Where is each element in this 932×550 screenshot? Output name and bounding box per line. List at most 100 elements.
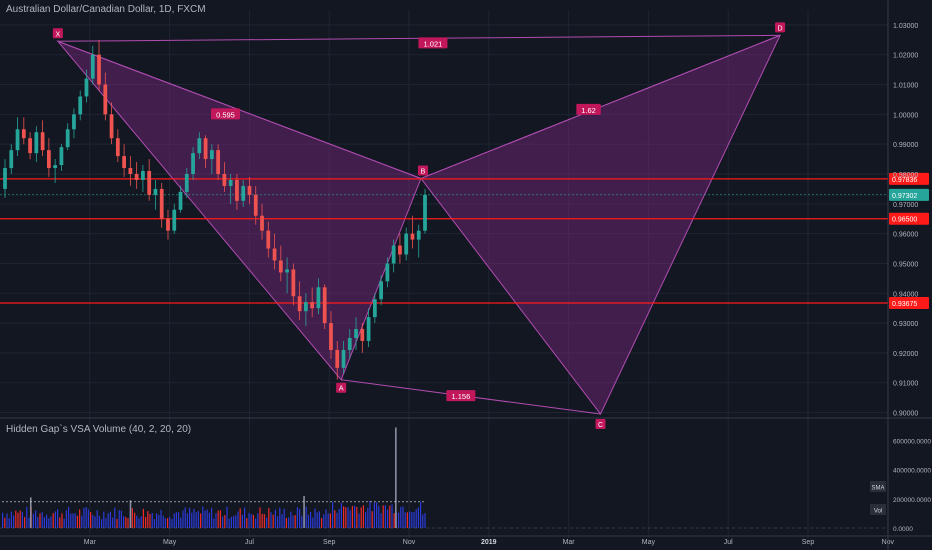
candle-body: [90, 54, 95, 79]
candle-body: [316, 287, 321, 309]
candle-body: [385, 263, 390, 282]
volume-bar: [219, 510, 221, 528]
volume-bar: [37, 517, 39, 528]
x-tick-label: May: [163, 539, 177, 546]
volume-bar: [68, 506, 70, 528]
pattern-point-tag: [336, 382, 347, 393]
candle-body: [391, 245, 396, 264]
y-tick-label: 1.02000: [893, 53, 918, 60]
volume-bar: [422, 514, 424, 528]
candle-body: [40, 132, 45, 151]
candle-body: [209, 150, 214, 160]
y-tick-label: 0.91000: [893, 381, 918, 388]
volume-badge-label: Vol: [874, 509, 882, 515]
candle-body: [278, 260, 283, 273]
candle-body: [115, 138, 120, 157]
price-level-tag: [889, 296, 929, 309]
candle-body: [304, 302, 308, 312]
volume-bar: [274, 509, 276, 528]
candle-body: [172, 209, 177, 231]
volume-bar: [13, 515, 15, 528]
chart-title: Australian Dollar/Canadian Dollar, 1D, F…: [6, 4, 206, 15]
volume-bar: [193, 508, 195, 528]
volume-bar: [74, 513, 76, 528]
volume-series: [0, 427, 888, 529]
volume-bar: [98, 515, 100, 528]
volume-y-tick-label: 400000.0000: [893, 468, 931, 475]
candle-body: [285, 269, 289, 273]
volume-bar: [162, 515, 164, 528]
volume-bar: [189, 507, 191, 528]
volume-bar: [415, 509, 417, 528]
volume-bar: [21, 511, 23, 528]
pattern-ratio-label: 1.62: [581, 106, 596, 115]
volume-bar: [10, 511, 12, 528]
volume-bar: [382, 505, 384, 528]
volume-y-tick-label: 600000.0000: [893, 439, 931, 446]
volume-bar: [24, 516, 26, 528]
volume-bar: [259, 507, 261, 528]
volume-bar: [294, 515, 296, 528]
volume-bar: [420, 501, 422, 528]
pattern-point-label: D: [778, 25, 783, 32]
y-tick-label: 0.95000: [893, 261, 918, 268]
volume-bar: [261, 513, 263, 528]
y-tick-label: 1.03000: [893, 23, 918, 30]
volume-bar: [244, 507, 246, 528]
volume-bar: [107, 513, 109, 528]
volume-bar: [384, 505, 386, 528]
candle-body: [416, 230, 421, 240]
volume-bar: [19, 510, 21, 528]
candle-body: [109, 114, 114, 139]
candle-body: [159, 188, 164, 219]
y-tick-label: 0.97000: [893, 202, 918, 209]
volume-bar: [140, 516, 142, 528]
volume-bar: [120, 510, 122, 528]
volume-bar: [301, 515, 303, 528]
volume-bar: [224, 515, 226, 528]
candle-body: [166, 218, 170, 231]
candle-body: [78, 96, 83, 115]
candle-body: [423, 194, 427, 231]
volume-bar: [354, 505, 356, 528]
price-level-tag: [889, 212, 929, 225]
candle-body: [329, 323, 333, 350]
candle-body: [222, 174, 227, 186]
volume-bar: [391, 504, 393, 528]
volume-bar: [4, 517, 6, 528]
volume-bar: [186, 513, 188, 528]
volume-bar: [367, 507, 369, 528]
x-tick-label: Jul: [724, 539, 733, 546]
candle-body: [141, 171, 145, 180]
volume-bar: [125, 517, 127, 528]
candle-body: [354, 329, 358, 338]
candle-body: [184, 174, 189, 192]
volume-bar: [112, 517, 114, 528]
pattern-point-tag: [417, 165, 428, 176]
candle-body: [247, 185, 252, 195]
volume-bar: [167, 518, 169, 528]
volume-bar: [327, 513, 329, 528]
volume-bar: [191, 512, 193, 528]
candle-body: [297, 296, 302, 312]
candle-body: [178, 191, 183, 210]
volume-bar: [83, 508, 85, 528]
volume-bar: [250, 513, 252, 528]
volume-bar: [70, 513, 72, 528]
y-tick-label: 0.99000: [893, 142, 918, 149]
volume-bar: [246, 518, 248, 528]
volume-bar: [180, 517, 182, 528]
volume-bar: [296, 507, 298, 528]
volume-bar: [345, 507, 347, 528]
volume-bar: [351, 505, 353, 528]
volume-bar: [65, 510, 67, 528]
volume-bar: [175, 512, 177, 528]
volume-bar: [204, 510, 206, 528]
candle-body: [28, 138, 32, 154]
volume-bar: [362, 505, 364, 528]
volume-bar: [48, 518, 50, 528]
candle-body: [15, 129, 20, 151]
volume-bar: [380, 513, 382, 528]
